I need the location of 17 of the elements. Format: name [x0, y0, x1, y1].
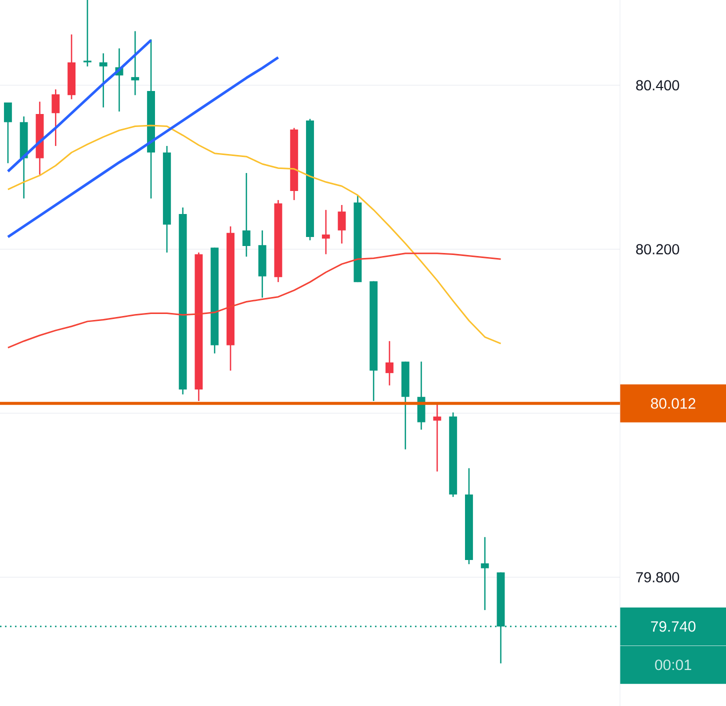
- candlestick: [4, 102, 12, 164]
- y-tick-label: 80.400: [636, 80, 680, 90]
- candlestick: [99, 52, 108, 108]
- candlestick: [242, 172, 250, 258]
- candlestick: [338, 204, 346, 244]
- candlestick: [52, 88, 60, 147]
- candlestick: [322, 209, 330, 255]
- candlestick: [131, 30, 140, 96]
- candlestick: [480, 536, 489, 611]
- ref-line-label: 80.012: [651, 398, 696, 409]
- y-tick-label: 79.800: [636, 572, 680, 582]
- candlestick: [83, 0, 92, 68]
- text: 00:01: [655, 660, 692, 670]
- y-tick-label: 80.200: [636, 244, 680, 254]
- candlestick: [433, 404, 442, 472]
- candlestick: [386, 340, 394, 386]
- ref-line-label: 79.740: [651, 621, 696, 632]
